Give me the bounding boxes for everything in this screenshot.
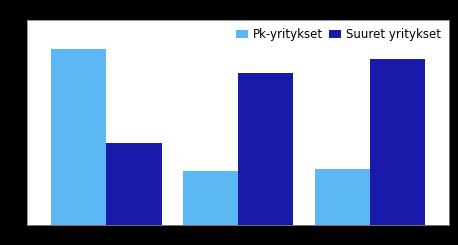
Bar bbox=[106, 143, 162, 225]
Bar bbox=[183, 171, 238, 225]
Bar bbox=[315, 169, 370, 225]
Bar bbox=[51, 49, 106, 225]
Bar bbox=[238, 73, 294, 225]
Legend: Pk-yritykset, Suuret yritykset: Pk-yritykset, Suuret yritykset bbox=[232, 23, 445, 46]
Bar bbox=[370, 59, 425, 225]
